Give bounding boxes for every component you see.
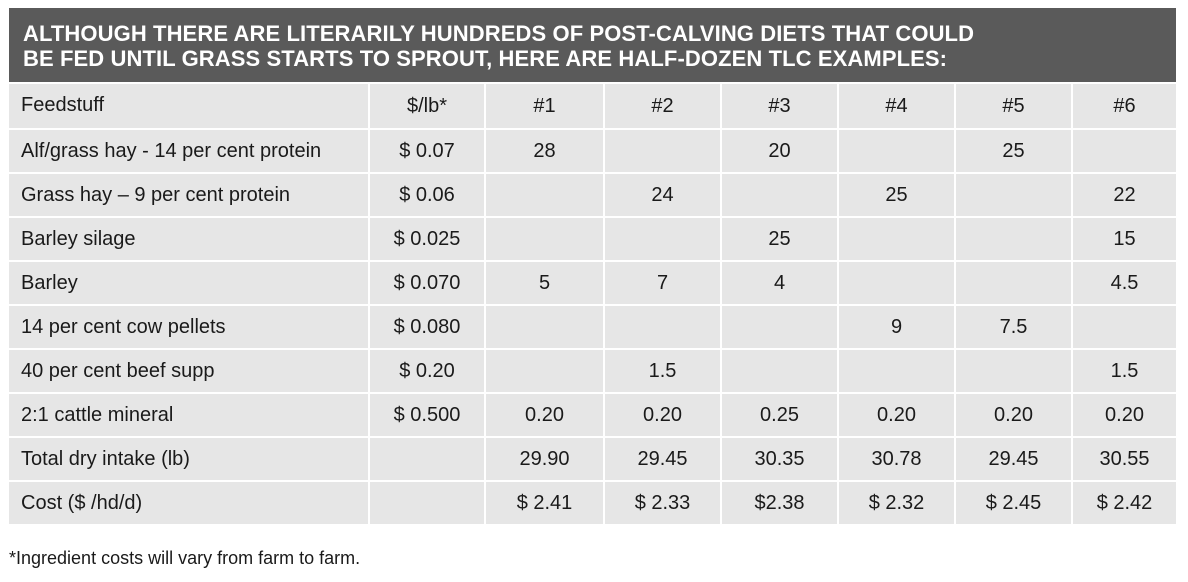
diet-value-cell bbox=[956, 218, 1073, 262]
diet-value-cell bbox=[839, 350, 956, 394]
diet-value-cell: 25 bbox=[839, 174, 956, 218]
diet-value-cell: 28 bbox=[486, 130, 605, 174]
table-row: 40 per cent beef supp $ 0.20 1.5 1.5 bbox=[9, 350, 1176, 394]
column-header: Feedstuff bbox=[9, 84, 370, 130]
diet-value-cell: 29.90 bbox=[486, 438, 605, 482]
price-cell: $ 0.070 bbox=[370, 262, 486, 306]
diet-value-cell bbox=[605, 130, 722, 174]
diet-value-cell bbox=[839, 262, 956, 306]
feed-cell: 40 per cent beef supp bbox=[9, 350, 370, 394]
diet-value-cell: 9 bbox=[839, 306, 956, 350]
table-row: Cost ($ /hd/d) $ 2.41 $ 2.33 $2.38 $ 2.32 $ 2… bbox=[9, 482, 1176, 526]
table-row: 2:1 cattle mineral $ 0.500 0.20 0.20 0.25 0.2… bbox=[9, 394, 1176, 438]
diet-value-cell: 0.20 bbox=[956, 394, 1073, 438]
diet-value-cell bbox=[486, 174, 605, 218]
diet-value-cell: 24 bbox=[605, 174, 722, 218]
diet-value-cell: 15 bbox=[1073, 218, 1176, 262]
price-cell: $ 0.500 bbox=[370, 394, 486, 438]
column-header: #2 bbox=[605, 84, 722, 130]
diet-value-cell: 7 bbox=[605, 262, 722, 306]
table-row: Alf/grass hay - 14 per cent protein $ 0.0… bbox=[9, 130, 1176, 174]
diet-value-cell: $ 2.42 bbox=[1073, 482, 1176, 526]
diet-value-cell bbox=[722, 350, 839, 394]
diet-value-cell bbox=[1073, 130, 1176, 174]
diet-value-cell bbox=[722, 306, 839, 350]
diet-value-cell bbox=[839, 130, 956, 174]
diet-value-cell: 0.20 bbox=[1073, 394, 1176, 438]
diet-value-cell: 4 bbox=[722, 262, 839, 306]
feed-cell: 14 per cent cow pellets bbox=[9, 306, 370, 350]
diet-value-cell: 29.45 bbox=[605, 438, 722, 482]
table-row: Barley silage $ 0.025 25 15 bbox=[9, 218, 1176, 262]
diet-value-cell: $ 2.32 bbox=[839, 482, 956, 526]
header-row: Feedstuff $/lb* #1 #2 #3 #4 #5 #6 bbox=[9, 84, 1176, 130]
column-header: #5 bbox=[956, 84, 1073, 130]
diet-value-cell: 25 bbox=[722, 218, 839, 262]
price-cell: $ 0.080 bbox=[370, 306, 486, 350]
diet-table: Feedstuff $/lb* #1 #2 #3 #4 #5 #6 Alf/gr… bbox=[9, 84, 1176, 526]
price-cell bbox=[370, 438, 486, 482]
diet-value-cell bbox=[1073, 306, 1176, 350]
column-header: #6 bbox=[1073, 84, 1176, 130]
diet-value-cell: 30.35 bbox=[722, 438, 839, 482]
diet-value-cell bbox=[839, 218, 956, 262]
table-row: 14 per cent cow pellets $ 0.080 9 7.5 bbox=[9, 306, 1176, 350]
diet-value-cell: 0.25 bbox=[722, 394, 839, 438]
feed-cell: Alf/grass hay - 14 per cent protein bbox=[9, 130, 370, 174]
price-cell: $ 0.025 bbox=[370, 218, 486, 262]
feed-cell: Barley bbox=[9, 262, 370, 306]
diet-value-cell: 30.55 bbox=[1073, 438, 1176, 482]
diet-value-cell: 20 bbox=[722, 130, 839, 174]
diet-value-cell: 5 bbox=[486, 262, 605, 306]
column-header: $/lb* bbox=[370, 84, 486, 130]
diet-value-cell: $ 2.45 bbox=[956, 482, 1073, 526]
diet-value-cell bbox=[605, 306, 722, 350]
diet-value-cell bbox=[486, 350, 605, 394]
diet-value-cell: 0.20 bbox=[605, 394, 722, 438]
diet-value-cell: 1.5 bbox=[605, 350, 722, 394]
diet-value-cell: $ 2.33 bbox=[605, 482, 722, 526]
diet-value-cell bbox=[486, 218, 605, 262]
footnote: *Ingredient costs will vary from farm to… bbox=[9, 548, 361, 568]
price-cell bbox=[370, 482, 486, 526]
table-title-banner: ALTHOUGH THERE ARE LITERARILY HUNDREDS O… bbox=[9, 8, 1176, 82]
diet-value-cell: 7.5 bbox=[956, 306, 1073, 350]
price-cell: $ 0.20 bbox=[370, 350, 486, 394]
diet-value-cell bbox=[486, 306, 605, 350]
diet-value-cell bbox=[605, 218, 722, 262]
table-row: Total dry intake (lb) 29.90 29.45 30.35 30.7… bbox=[9, 438, 1176, 482]
column-header: #3 bbox=[722, 84, 839, 130]
diet-value-cell: 22 bbox=[1073, 174, 1176, 218]
feed-cell: 2:1 cattle mineral bbox=[9, 394, 370, 438]
diet-value-cell: 4.5 bbox=[1073, 262, 1176, 306]
diet-value-cell: $ 2.41 bbox=[486, 482, 605, 526]
column-header: #1 bbox=[486, 84, 605, 130]
diet-value-cell: 25 bbox=[956, 130, 1073, 174]
feed-cell: Grass hay – 9 per cent protein bbox=[9, 174, 370, 218]
diet-value-cell: 1.5 bbox=[1073, 350, 1176, 394]
price-cell: $ 0.07 bbox=[370, 130, 486, 174]
diet-value-cell bbox=[956, 262, 1073, 306]
diet-value-cell: 0.20 bbox=[839, 394, 956, 438]
diet-value-cell bbox=[956, 350, 1073, 394]
diet-value-cell: 0.20 bbox=[486, 394, 605, 438]
table-row: Grass hay – 9 per cent protein $ 0.06 24 25… bbox=[9, 174, 1176, 218]
diet-value-cell: 29.45 bbox=[956, 438, 1073, 482]
diet-value-cell bbox=[722, 174, 839, 218]
title-line-2: BE FED UNTIL GRASS STARTS TO SPROUT, HER… bbox=[23, 46, 948, 71]
column-header: #4 bbox=[839, 84, 956, 130]
diet-value-cell: 30.78 bbox=[839, 438, 956, 482]
table-row: Barley $ 0.070 5 7 4 4.5 bbox=[9, 262, 1176, 306]
diet-value-cell bbox=[956, 174, 1073, 218]
feed-cell: Cost ($ /hd/d) bbox=[9, 482, 370, 526]
title-line-1: ALTHOUGH THERE ARE LITERARILY HUNDREDS O… bbox=[23, 21, 975, 46]
feed-cell: Barley silage bbox=[9, 218, 370, 262]
price-cell: $ 0.06 bbox=[370, 174, 486, 218]
diet-value-cell: $2.38 bbox=[722, 482, 839, 526]
feed-cell: Total dry intake (lb) bbox=[9, 438, 370, 482]
